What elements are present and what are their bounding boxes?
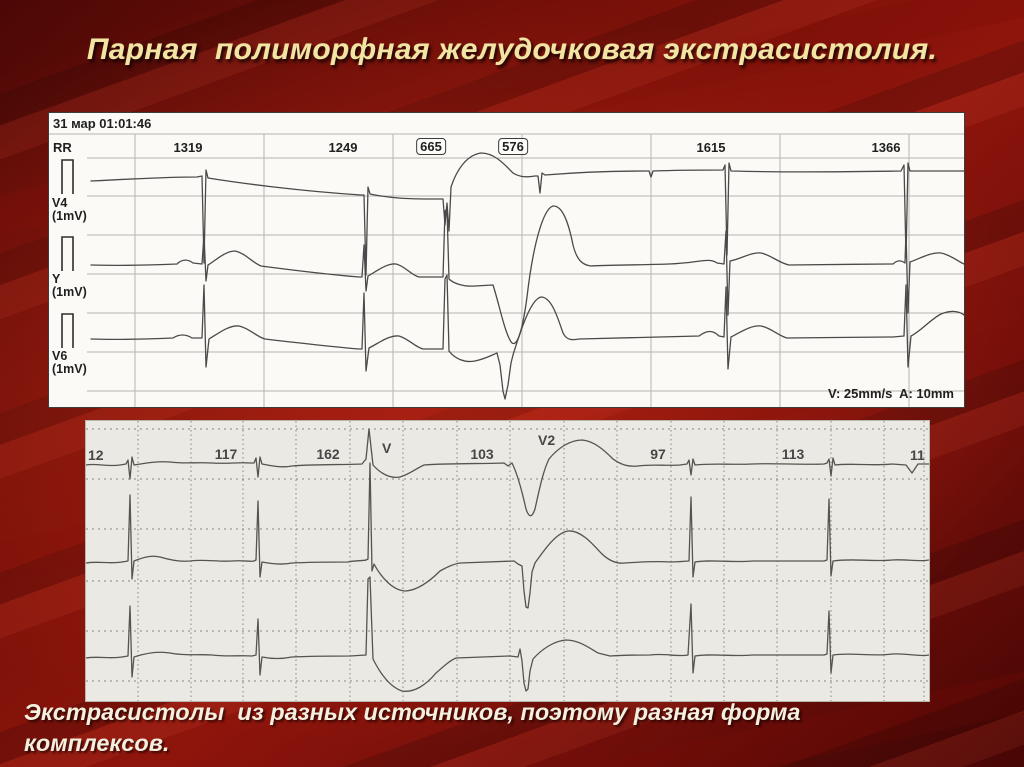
ecg-top-gridlines <box>49 133 964 407</box>
rr-value: 1319 <box>173 140 203 155</box>
channel-scale: (1mV) <box>52 285 87 299</box>
interval-value: 162 <box>316 446 340 462</box>
channel-label-v4: V4 (1mV) <box>52 197 87 223</box>
slide-caption: Экстрасистолы из разных источников, поэт… <box>24 699 807 757</box>
beat-annotation-v: V <box>382 440 392 456</box>
interval-value: 117 <box>214 446 238 462</box>
ecg-trace-row2 <box>86 462 929 609</box>
rr-value: 1249 <box>328 140 358 155</box>
channel-label-v6: V6 (1mV) <box>52 350 87 376</box>
beat-annotation-v2: V2 <box>538 432 556 448</box>
channel-label-y: Y (1mV) <box>52 273 87 299</box>
rr-value: 1366 <box>871 140 901 155</box>
calibration-pulses <box>61 159 74 348</box>
calibration-pulse-v6 <box>61 313 74 348</box>
ecg-trace-v6 <box>90 274 964 400</box>
channel-name: V6 <box>52 349 68 363</box>
ecg-trace-v4 <box>90 152 964 276</box>
rr-label: RR <box>53 140 72 155</box>
interval-value: 11 <box>910 447 925 463</box>
rr-value-boxed: 665 <box>416 138 446 155</box>
rr-value: 1615 <box>696 140 726 155</box>
ecg-trace-row1 <box>86 428 929 517</box>
ecg-trace-y <box>90 205 964 345</box>
calibration-pulse-v4 <box>61 159 74 194</box>
interval-value: 113 <box>781 446 805 462</box>
interval-value: 103 <box>470 446 494 462</box>
ecg-strip-bottom: 12 117 162 103 97 113 11 V V2 <box>85 420 930 702</box>
slide-title: Парная полиморфная желудочковая экстраси… <box>86 33 938 66</box>
ecg-top-grid-and-traces-svg <box>49 133 964 407</box>
ecg-bottom-grid-and-traces-svg <box>86 421 929 701</box>
channel-name: Y <box>52 272 61 286</box>
ecg-strip-top: 31 мар 01:01:46 RR 1319 1249 665 576 161… <box>48 112 965 408</box>
channel-scale: (1mV) <box>52 362 87 376</box>
channel-name: V4 <box>52 196 68 210</box>
rr-value-boxed: 576 <box>498 138 528 155</box>
ecg-trace-row3 <box>86 576 929 692</box>
speed-amplitude-note: V: 25mm/s A: 10mm <box>828 386 954 401</box>
calibration-pulse-y <box>61 236 74 271</box>
interval-value: 12 <box>88 447 104 463</box>
channel-scale: (1mV) <box>52 209 87 223</box>
interval-value: 97 <box>650 446 666 462</box>
ecg-timestamp: 31 мар 01:01:46 <box>53 116 152 131</box>
